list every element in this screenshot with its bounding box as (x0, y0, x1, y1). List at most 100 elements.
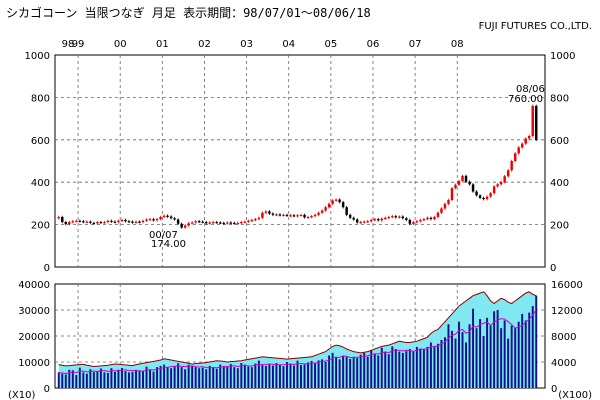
candle-body (334, 199, 338, 201)
candle-body (233, 222, 236, 225)
oi-tick-right: 12000 (551, 306, 583, 317)
volume-bar (335, 356, 338, 388)
right-unit-label: (X100) (558, 390, 592, 400)
candle-body (464, 175, 468, 182)
candle-body (152, 219, 155, 221)
volume-bar (142, 371, 144, 388)
volume-bar (61, 373, 64, 388)
price-tick-left: 0 (44, 263, 50, 274)
volume-bar (429, 342, 432, 388)
candle-body (415, 221, 419, 223)
year-tick-label: 04 (282, 39, 295, 50)
price-panel-frame (54, 54, 546, 268)
volume-tick-left: 10000 (18, 358, 50, 369)
price-tick-left: 200 (31, 221, 50, 232)
candle-body (222, 222, 225, 225)
volume-bar (419, 348, 422, 388)
price-tick-right: 1000 (550, 51, 575, 62)
volume-bar (303, 364, 306, 388)
low-value-label: 174.00 (151, 239, 186, 250)
volume-bar (380, 347, 383, 388)
candle-body (190, 222, 194, 224)
volume-bar (177, 363, 180, 388)
candle-body (261, 212, 264, 218)
volume-bars (57, 295, 538, 388)
candle-body (447, 200, 450, 204)
volume-bar (201, 367, 204, 388)
volume-bar (293, 365, 295, 388)
volume-bar (254, 363, 257, 388)
candle-body (183, 225, 187, 228)
volume-bar (535, 295, 538, 388)
volume-bar (163, 364, 166, 388)
volume-bar (82, 372, 85, 388)
candle-body (387, 216, 391, 219)
volume-bar (159, 365, 162, 388)
volume-bar (412, 351, 415, 388)
volume-bar (198, 368, 201, 388)
volume-bar (461, 332, 464, 388)
candle-body (131, 221, 134, 223)
volume-bar (314, 363, 317, 388)
volume-bar (433, 345, 436, 388)
volume-tick-left: 30000 (18, 306, 50, 317)
candle-body (155, 219, 159, 221)
price-tick-right: 400 (550, 178, 569, 189)
volume-bar (170, 368, 173, 388)
volume-bar (310, 360, 313, 388)
candle-body (197, 221, 201, 223)
candle-body (482, 197, 485, 200)
candle-body (405, 218, 408, 220)
candle-body (110, 220, 113, 222)
volume-bar (166, 367, 169, 388)
volume-bar (366, 356, 369, 388)
volume-bar (342, 355, 345, 388)
volume-bar (180, 367, 183, 388)
price-tick-left: 1000 (25, 51, 50, 62)
year-tick-label: 03 (240, 39, 253, 50)
volume-bar (85, 373, 88, 388)
volume-bar (370, 350, 373, 388)
volume-bar (517, 321, 520, 388)
volume-bar (451, 330, 453, 388)
candle-body (85, 221, 89, 223)
volume-bar (443, 337, 446, 388)
candle-body (535, 105, 538, 140)
volume-bar (507, 338, 510, 388)
candle-body (145, 219, 148, 221)
candle-body (250, 219, 254, 222)
candle-body (82, 221, 85, 223)
candle-body (461, 175, 464, 181)
candle-body (166, 215, 169, 217)
candle-body (517, 147, 520, 154)
candle-body (299, 214, 303, 217)
candle-body (468, 181, 471, 185)
volume-bar (468, 324, 471, 388)
candle-body (384, 217, 387, 220)
volume-bar (384, 351, 387, 388)
volume-bar (489, 325, 492, 388)
volume-bar (113, 371, 116, 388)
candle-body (194, 221, 197, 223)
volume-bar (282, 366, 285, 388)
volume-bar (531, 306, 534, 388)
candle-body (264, 211, 268, 213)
candle-body (527, 135, 531, 139)
candle-body (355, 219, 359, 223)
candle-body (229, 222, 233, 224)
candle-body (320, 210, 324, 213)
volume-bar (356, 358, 359, 388)
volume-bar (377, 355, 380, 388)
candle-body (492, 186, 496, 194)
volume-bar (247, 366, 250, 388)
volume-bar (187, 364, 190, 388)
candlesticks (57, 104, 538, 229)
volume-bar (64, 374, 67, 388)
chart-title: シカゴコーン 当限つなぎ 月足 表示期間：98/07/01～08/06/18 (6, 6, 371, 20)
price-tick-left: 800 (31, 93, 50, 104)
volume-bar (458, 321, 460, 388)
volume-bar (331, 352, 334, 388)
candle-body (503, 176, 506, 183)
candle-body (236, 222, 240, 225)
